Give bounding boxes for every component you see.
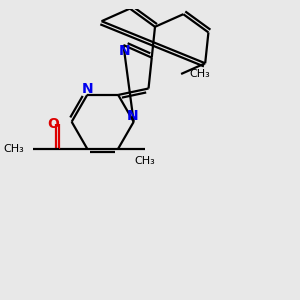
- Text: O: O: [48, 117, 60, 131]
- Text: CH₃: CH₃: [190, 69, 210, 79]
- Text: CH₃: CH₃: [134, 156, 155, 166]
- Text: N: N: [127, 109, 138, 123]
- Text: N: N: [119, 44, 131, 58]
- Text: CH₃: CH₃: [4, 144, 24, 154]
- Text: N: N: [81, 82, 93, 96]
